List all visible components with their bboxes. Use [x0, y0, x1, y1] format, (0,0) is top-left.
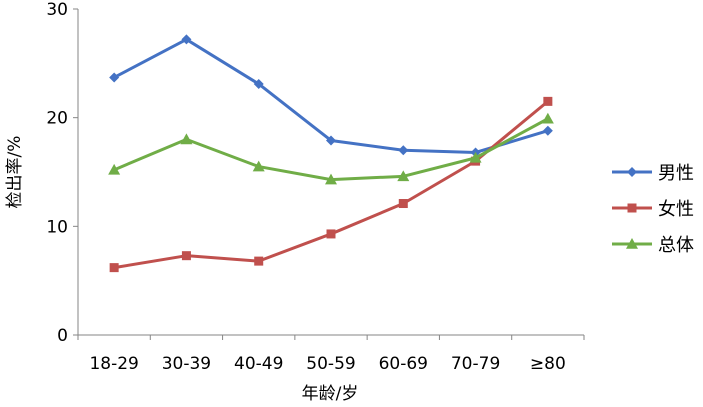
- legend-label: 总体: [658, 235, 694, 256]
- data-point: [180, 133, 193, 145]
- data-point: [252, 160, 265, 172]
- x-tick-label: 40-49: [234, 354, 283, 374]
- data-point: [542, 125, 553, 136]
- data-point: [181, 251, 191, 261]
- x-tick-label: ≥80: [530, 354, 566, 374]
- series-square: [109, 96, 553, 273]
- data-point: [543, 96, 553, 106]
- data-point: [109, 72, 120, 83]
- y-axis-title: 检出率/%: [5, 136, 25, 209]
- data-point: [253, 78, 264, 89]
- y-tick-label: 30: [46, 0, 68, 20]
- y-tick-label: 20: [46, 109, 68, 129]
- data-point: [325, 173, 337, 185]
- data-point: [108, 163, 121, 175]
- x-tick-label: 30-39: [162, 354, 211, 374]
- legend-item: 女性: [612, 199, 694, 220]
- y-tick-label: 0: [57, 326, 68, 346]
- legend-item: 男性: [612, 163, 694, 184]
- x-tick-label: 60-69: [379, 354, 428, 374]
- x-axis-title: 年龄/岁: [302, 384, 359, 403]
- legend-marker: [627, 203, 637, 213]
- x-tick-label: 70-79: [451, 354, 500, 374]
- x-tick-label: 50-59: [306, 354, 355, 374]
- data-point: [398, 145, 409, 156]
- data-point: [398, 199, 408, 209]
- data-point: [181, 34, 192, 45]
- data-point: [541, 112, 554, 124]
- data-point: [326, 135, 336, 146]
- ticks-layer: 0 10 20 30 18-29 30-39 40-49 50-59 60-69 70-79 ≥80: [46, 0, 585, 374]
- legend-marker: [626, 238, 638, 249]
- legend-marker: [627, 167, 637, 177]
- data-point: [469, 151, 482, 163]
- series-diamond: [109, 34, 553, 158]
- data-point: [254, 256, 264, 266]
- legend-item: 总体: [612, 235, 694, 256]
- data-point: [326, 229, 336, 239]
- legend-label: 男性: [658, 163, 694, 184]
- x-tick-label: 18-29: [89, 354, 138, 374]
- y-tick-label: 10: [46, 217, 68, 237]
- legend-label: 女性: [658, 199, 694, 220]
- series-triangle: [108, 112, 554, 185]
- series-layer: [108, 34, 554, 273]
- axes-layer: 检出率/% 年龄/岁: [5, 9, 584, 404]
- data-point: [397, 170, 410, 182]
- data-point: [109, 263, 119, 273]
- series-line: [113, 100, 549, 270]
